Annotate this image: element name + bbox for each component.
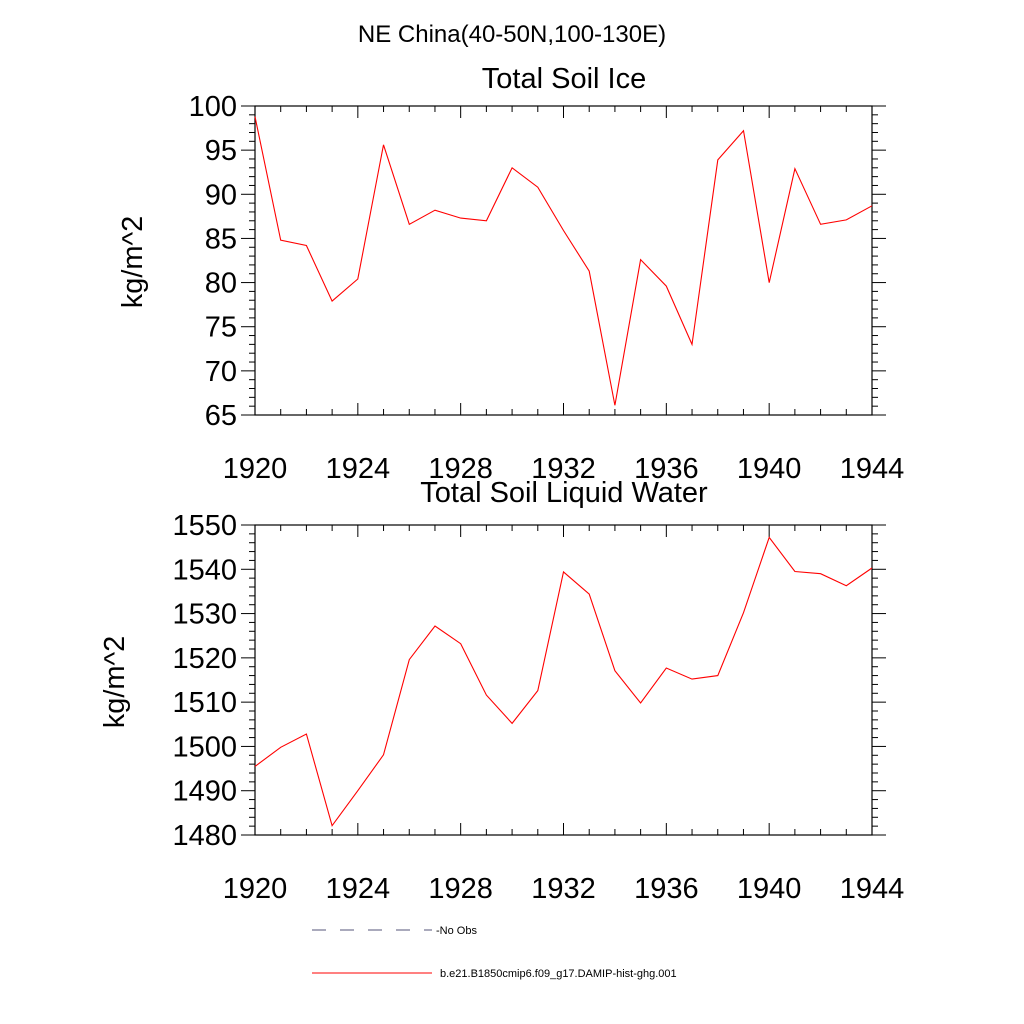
panel-title: Total Soil Liquid Water — [420, 477, 708, 509]
x-tick-label: 1940 — [737, 873, 802, 905]
y-tick-label: 1480 — [172, 820, 237, 852]
x-tick-label: 1920 — [223, 873, 288, 905]
x-tick-label: 1936 — [634, 453, 699, 485]
x-tick-label: 1924 — [326, 453, 391, 485]
legend-label-no-obs: -No Obs — [436, 925, 477, 937]
panel-total-soil-ice: Total Soil Ice kg/m^2 1920 1924 1928 1932 19… — [117, 63, 904, 485]
x-tick-label: 1936 — [634, 873, 699, 905]
x-tick-label: 1932 — [531, 453, 596, 485]
y-tick-label: 85 — [205, 223, 237, 255]
plot-frame — [254, 105, 873, 416]
series-line — [254, 536, 873, 827]
y-tick-label: 75 — [205, 312, 237, 344]
x-tick-label: 1940 — [737, 453, 802, 485]
y-tick-label: 95 — [205, 135, 237, 167]
x-tick-label: 1944 — [840, 453, 905, 485]
series-line — [254, 116, 873, 406]
y-tick-label: 1540 — [172, 554, 237, 586]
y-axis-label: kg/m^2 — [99, 636, 131, 729]
y-tick-label: 1530 — [172, 599, 237, 631]
y-tick-label: 1510 — [172, 687, 237, 719]
y-tick-label: 90 — [205, 179, 237, 211]
y-tick-label: 80 — [205, 268, 237, 300]
y-tick-label: 100 — [189, 91, 237, 123]
y-axis-label: kg/m^2 — [117, 216, 149, 309]
y-tick-label: 70 — [205, 356, 237, 388]
x-tick-label: 1920 — [223, 453, 288, 485]
y-tick-label: 1520 — [172, 643, 237, 675]
y-tick-label: 1550 — [172, 510, 237, 542]
panel-total-soil-liquid-water: Total Soil Liquid Water kg/m^2 1920 1924 1… — [99, 477, 904, 905]
legend: -No Obs b.e21.B1850cmip6.f09_g17.DAMIP-h… — [312, 925, 677, 980]
y-tick-label: 1500 — [172, 731, 237, 763]
legend-label-model: b.e21.B1850cmip6.f09_g17.DAMIP-hist-ghg.… — [440, 968, 677, 980]
x-tick-label: 1928 — [428, 453, 493, 485]
x-tick-label: 1928 — [428, 873, 493, 905]
y-tick-label: 65 — [205, 400, 237, 432]
panel-title: Total Soil Ice — [482, 63, 646, 95]
x-tick-label: 1944 — [840, 873, 905, 905]
suptitle: NE China(40-50N,100-130E) — [358, 21, 666, 48]
x-tick-label: 1932 — [531, 873, 596, 905]
y-tick-label: 1490 — [172, 776, 237, 808]
x-tick-label: 1924 — [326, 873, 391, 905]
